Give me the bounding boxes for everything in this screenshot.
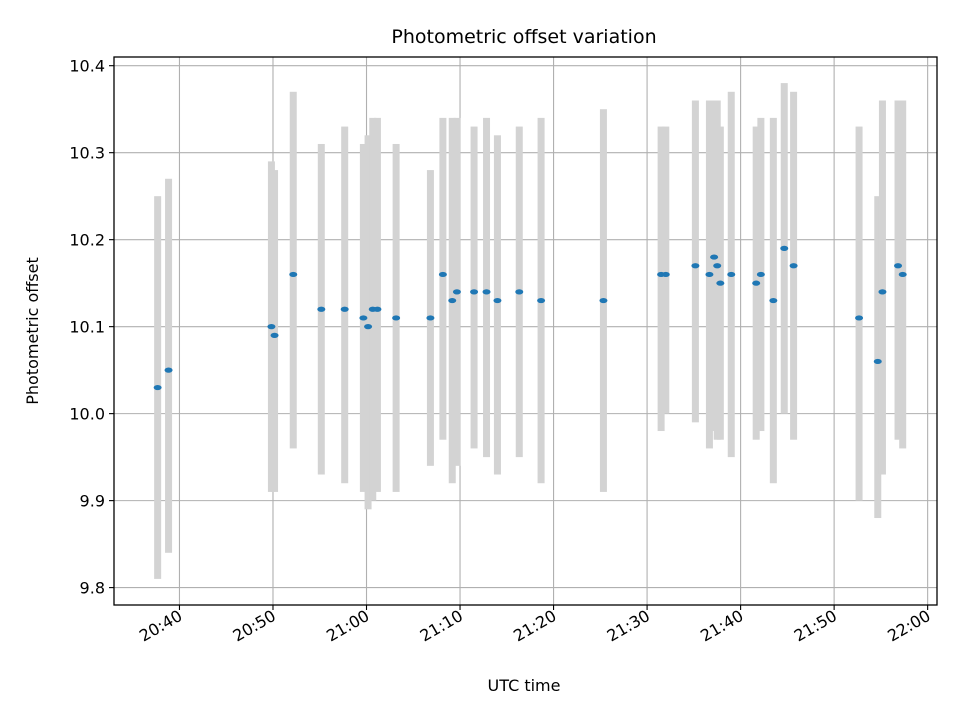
y-axis-label: Photometric offset bbox=[23, 257, 42, 405]
error-bar bbox=[439, 117, 447, 440]
data-point bbox=[878, 289, 887, 295]
data-point bbox=[727, 271, 736, 278]
data-point bbox=[661, 271, 670, 278]
error-bar bbox=[271, 170, 279, 492]
data-point bbox=[894, 263, 903, 269]
data-point bbox=[438, 271, 447, 278]
y-tick-label: 10.2 bbox=[69, 231, 105, 250]
data-point bbox=[716, 280, 725, 286]
y-tick-label: 10.3 bbox=[69, 144, 105, 163]
data-point bbox=[780, 245, 789, 251]
error-bar bbox=[657, 126, 665, 432]
data-point bbox=[691, 263, 700, 269]
error-bar bbox=[364, 135, 372, 510]
data-point bbox=[515, 289, 524, 295]
y-tick-label: 10.4 bbox=[69, 57, 105, 76]
error-bar bbox=[341, 126, 349, 484]
data-point bbox=[448, 297, 457, 304]
error-bar bbox=[855, 126, 863, 501]
y-tick-label: 10.1 bbox=[69, 318, 105, 337]
error-bar bbox=[662, 126, 670, 414]
data-point bbox=[789, 263, 798, 269]
error-bar bbox=[894, 100, 902, 440]
error-bar bbox=[483, 117, 491, 458]
error-bar bbox=[878, 100, 886, 475]
data-point bbox=[713, 263, 722, 269]
data-point bbox=[153, 384, 162, 391]
error-bar bbox=[470, 126, 478, 449]
data-point bbox=[359, 315, 368, 321]
data-point bbox=[482, 289, 491, 295]
data-point bbox=[599, 297, 608, 304]
data-point bbox=[710, 254, 719, 260]
data-point bbox=[373, 306, 382, 312]
data-point bbox=[164, 367, 173, 373]
y-tick-label: 9.8 bbox=[80, 579, 105, 598]
y-tick-label: 9.9 bbox=[80, 492, 105, 511]
data-point bbox=[752, 280, 761, 286]
error-bar bbox=[289, 91, 297, 449]
data-markers bbox=[153, 245, 907, 391]
data-point bbox=[289, 271, 298, 278]
y-tick-label: 10.0 bbox=[69, 405, 105, 424]
data-point bbox=[364, 324, 373, 330]
data-point bbox=[267, 324, 276, 330]
error-bar bbox=[874, 196, 882, 519]
error-bar bbox=[493, 135, 501, 475]
data-point bbox=[426, 315, 435, 321]
data-point bbox=[756, 271, 765, 278]
data-point bbox=[270, 332, 279, 338]
data-point bbox=[340, 306, 349, 312]
data-point bbox=[873, 358, 882, 365]
plot-frame bbox=[113, 56, 938, 606]
data-point bbox=[537, 297, 546, 304]
data-point bbox=[855, 315, 864, 321]
data-point bbox=[898, 271, 907, 278]
data-point bbox=[705, 271, 714, 278]
data-point bbox=[769, 297, 778, 304]
axes bbox=[113, 56, 938, 606]
error-bar bbox=[373, 117, 381, 492]
data-point bbox=[493, 297, 502, 304]
x-axis-label: UTC time bbox=[488, 676, 561, 695]
error-bar bbox=[691, 100, 699, 423]
data-point bbox=[470, 289, 479, 295]
data-point bbox=[452, 289, 461, 295]
data-point bbox=[317, 306, 326, 312]
data-point bbox=[392, 315, 401, 321]
error-bar bbox=[165, 178, 173, 553]
chart-title: Photometric offset variation bbox=[391, 26, 656, 48]
